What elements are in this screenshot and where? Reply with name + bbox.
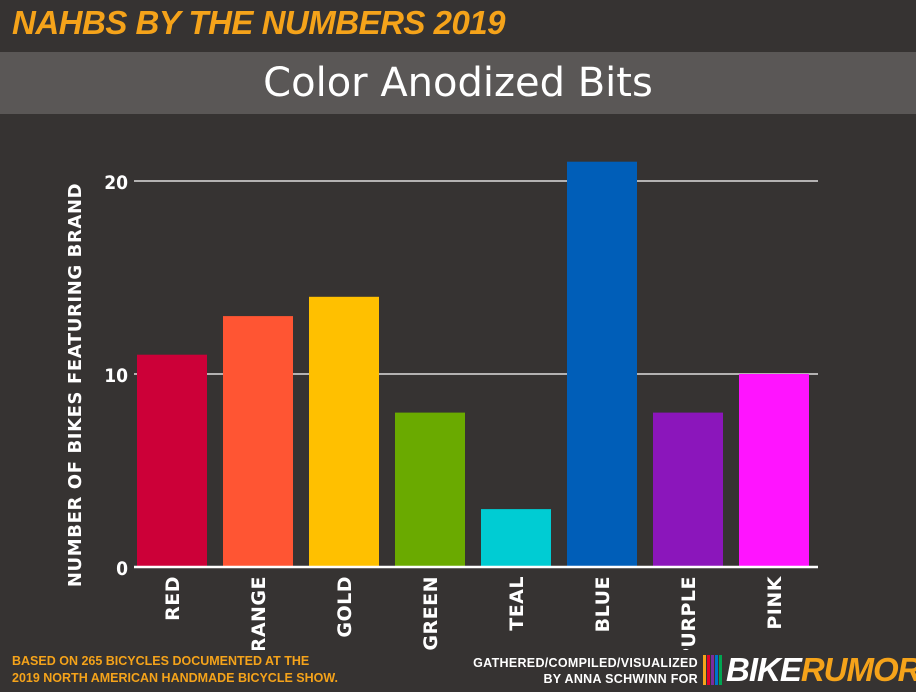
header: NAHBS BY THE NUMBERS 2019 (0, 0, 916, 50)
logo-stripes (703, 655, 723, 685)
credit-note-line-2: BY ANNA SCHWINN FOR (543, 672, 698, 686)
bar-pink (739, 374, 809, 567)
logo-stripe (707, 655, 710, 685)
x-tick-label: RED (162, 576, 184, 621)
logo-stripe (703, 655, 706, 685)
bar-teal (481, 509, 551, 567)
x-tick-label: GOLD (334, 576, 356, 638)
x-tick-label: PINK (764, 575, 786, 629)
logo-text-accent: RUMOR (800, 651, 916, 688)
source-note-line-1: BASED ON 265 BICYCLES DOCUMENTED AT THE (12, 654, 310, 668)
x-tick-label: TEAL (506, 576, 528, 631)
x-tick-label: GREEN (420, 576, 442, 650)
credit-note-line-1: GATHERED/COMPILED/VISUALIZED (473, 656, 698, 670)
bar-orange (223, 316, 293, 567)
logo-stripe (719, 655, 722, 685)
source-note-line-2: 2019 NORTH AMERICAN HANDMADE BICYCLE SHO… (12, 671, 338, 685)
bar-green (395, 412, 465, 567)
logo-stripe (715, 655, 718, 685)
logo-text: BIKERUMOR! (726, 652, 916, 688)
logo-stripe (711, 655, 714, 685)
x-tick-label: BLUE (592, 576, 614, 632)
y-tick-label: 0 (116, 558, 128, 580)
title-band: Color Anodized Bits (0, 52, 916, 114)
logo-text-main: BIKE (726, 651, 802, 688)
source-note: BASED ON 265 BICYCLES DOCUMENTED AT THE … (12, 653, 338, 687)
bar-gold (309, 296, 379, 567)
bikerumor-logo: BIKERUMOR! (703, 652, 916, 688)
chart-title: Color Anodized Bits (263, 60, 653, 106)
bar-blue (567, 161, 637, 567)
y-tick-label: 20 (104, 172, 128, 194)
bar-purple (653, 412, 723, 567)
x-tick-label: PURPLE (678, 576, 700, 650)
x-tick-label: ORANGE (248, 576, 270, 650)
bar-chart: 0 10 20 RED ORANGE GOLD GREEN TEAL BLUE PURPLE PIN… (65, 161, 818, 650)
kicker-title: NAHBS BY THE NUMBERS 2019 (12, 4, 506, 41)
y-axis-label: NUMBER OF BIKES FEATURING BRAND (65, 183, 86, 587)
credit-note: GATHERED/COMPILED/VISUALIZED BY ANNA SCH… (473, 655, 698, 687)
y-tick-label: 10 (104, 365, 128, 387)
bar-red (137, 354, 207, 567)
